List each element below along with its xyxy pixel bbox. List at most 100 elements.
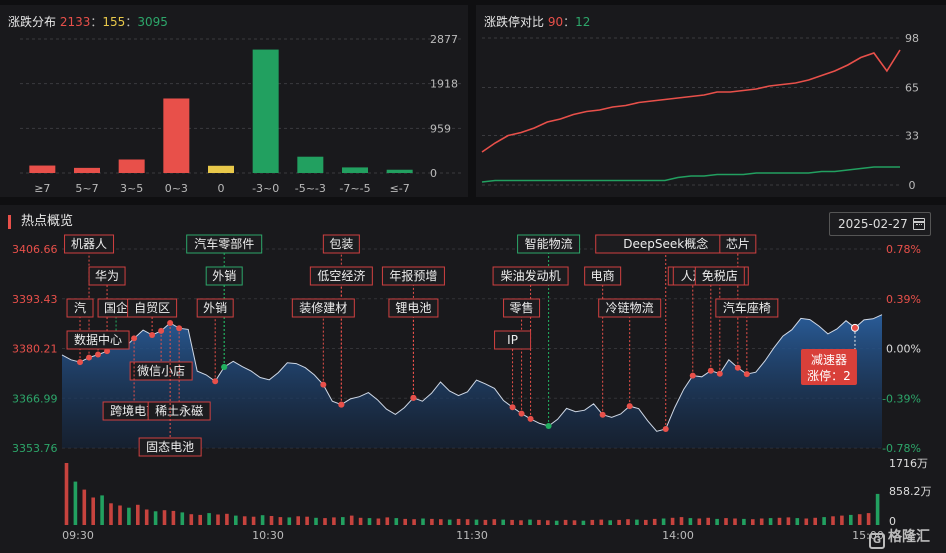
limit-title-text: 涨跌停对比: [484, 15, 545, 29]
event-box: [309, 266, 373, 286]
right-axis-label: -0.78%: [882, 442, 921, 455]
event-box: [147, 401, 211, 421]
limit-chart: 0 33 65 98: [481, 32, 919, 192]
y-tick-label: 0: [430, 167, 437, 180]
volume-bar: [207, 513, 211, 525]
volume-bar: [251, 516, 256, 525]
volume-bar: [510, 519, 514, 525]
volume-bar: [287, 517, 292, 525]
x-tick-label: 11:30: [456, 529, 488, 542]
bar-5~7: [74, 167, 100, 173]
event-label: 汽车零部件: [194, 236, 254, 251]
volume-bar: [679, 517, 684, 525]
volume-bar: [189, 514, 194, 525]
series-跌停: [481, 166, 900, 183]
event-label: IP: [507, 333, 518, 347]
volume-bar: [635, 519, 639, 525]
volume-bar: [412, 519, 416, 525]
volume-bar: [831, 516, 835, 525]
limit-title: 涨跌停对比 90：12: [484, 13, 590, 30]
volume-bar: [349, 515, 354, 525]
hot-chart: 3406.66 0.78% 3393.43 0.39% 3380.21 0.00% 3366…: [12, 234, 932, 542]
event-dot: [743, 371, 750, 378]
event-label: 机器人: [71, 237, 107, 251]
event-外销: 外销: [205, 266, 243, 370]
volume-bar: [608, 520, 612, 525]
event-汽车座椅: 汽车座椅: [715, 298, 779, 378]
event-dot: [689, 372, 696, 379]
volume-bar: [849, 514, 853, 525]
event-box: [694, 266, 745, 286]
event-box: [205, 266, 243, 286]
logo-icon: G: [869, 533, 885, 549]
volume-bar: [144, 509, 149, 525]
left-axis-label: 3393.43: [12, 293, 58, 306]
event-智能物流: 智能物流: [517, 234, 581, 430]
date-picker[interactable]: 2025-02-27: [829, 212, 931, 236]
x-tick-label: 14:00: [662, 529, 694, 542]
event-dot: [221, 363, 228, 370]
x-tick-label: -7~-5: [339, 182, 370, 195]
event-dot: [176, 325, 183, 332]
event-label: 汽车座椅: [723, 300, 771, 315]
sep: ：: [563, 15, 576, 29]
volume-bar: [91, 497, 95, 525]
event-柴油发动机: 柴油发动机: [492, 266, 569, 422]
right-axis-label: 0.39%: [886, 293, 921, 306]
volume-bar: [439, 519, 443, 525]
event-dot: [545, 423, 552, 430]
volume-bar: [358, 517, 363, 525]
bar--5~-3: [297, 156, 324, 173]
volume-bar: [652, 518, 657, 525]
event-DeepSeek概念: DeepSeek概念: [595, 234, 737, 433]
event-label: 低空经济: [317, 268, 365, 283]
calendar-icon[interactable]: [913, 218, 925, 230]
volume-bar: [599, 519, 604, 525]
volume-bar: [733, 518, 737, 525]
event-label: 零售: [510, 300, 534, 315]
limit-panel: 涨跌停对比 90：12 0 33 65 98: [476, 5, 946, 197]
volume-bar: [617, 519, 621, 525]
event-免税店: 免税店: [694, 266, 745, 377]
volume-bar: [724, 518, 728, 525]
event-dot: [320, 381, 327, 388]
volume-bar: [332, 517, 336, 525]
volume-bar: [456, 518, 461, 525]
volume-bar: [153, 511, 158, 525]
bar--7~-5: [342, 167, 368, 173]
event-IP: IP: [494, 330, 532, 411]
event-box: [138, 437, 202, 457]
x-tick-label: ≥7: [34, 182, 50, 195]
event-label: DeepSeek概念: [623, 236, 708, 251]
event-box: [492, 266, 569, 286]
volume-bar: [786, 517, 791, 525]
y-tick-label: 98: [905, 32, 919, 45]
callout-sub: 涨停：2: [807, 368, 851, 383]
volume-bar: [100, 495, 104, 525]
x-tick-label: 5~7: [75, 182, 98, 195]
bar-3~5: [118, 159, 145, 173]
volume-bar: [777, 517, 782, 525]
event-电商: 电商: [584, 266, 622, 418]
volume-bar: [403, 518, 407, 525]
volume-bar: [474, 519, 479, 525]
distribution-panel: 涨跌分布 2133：155：3095 0 959 1918 2877 ≥7 5~7 3~5 0…: [0, 5, 468, 197]
event-label: 年报预增: [389, 268, 437, 283]
bar-≥7: [29, 165, 56, 173]
event-微信小店: 微信小店: [129, 327, 193, 381]
volume-axis-label: 1716万: [889, 457, 928, 470]
event-box: [127, 298, 178, 318]
event-低空经济: 低空经济: [309, 266, 373, 408]
event-label: 华为: [95, 269, 119, 283]
event-label: 包装: [329, 237, 353, 251]
event-box: [66, 298, 94, 318]
event-dot: [158, 327, 165, 334]
volume-bar: [875, 493, 880, 525]
volume-bar: [742, 518, 746, 525]
event-label: 汽: [74, 300, 86, 315]
event-dot: [86, 354, 93, 361]
event-label: 固态电池: [146, 440, 194, 454]
date-value: 2025-02-27: [838, 217, 908, 231]
event-label: 外销: [212, 269, 236, 283]
event-装修建材: 装修建材: [291, 298, 355, 388]
